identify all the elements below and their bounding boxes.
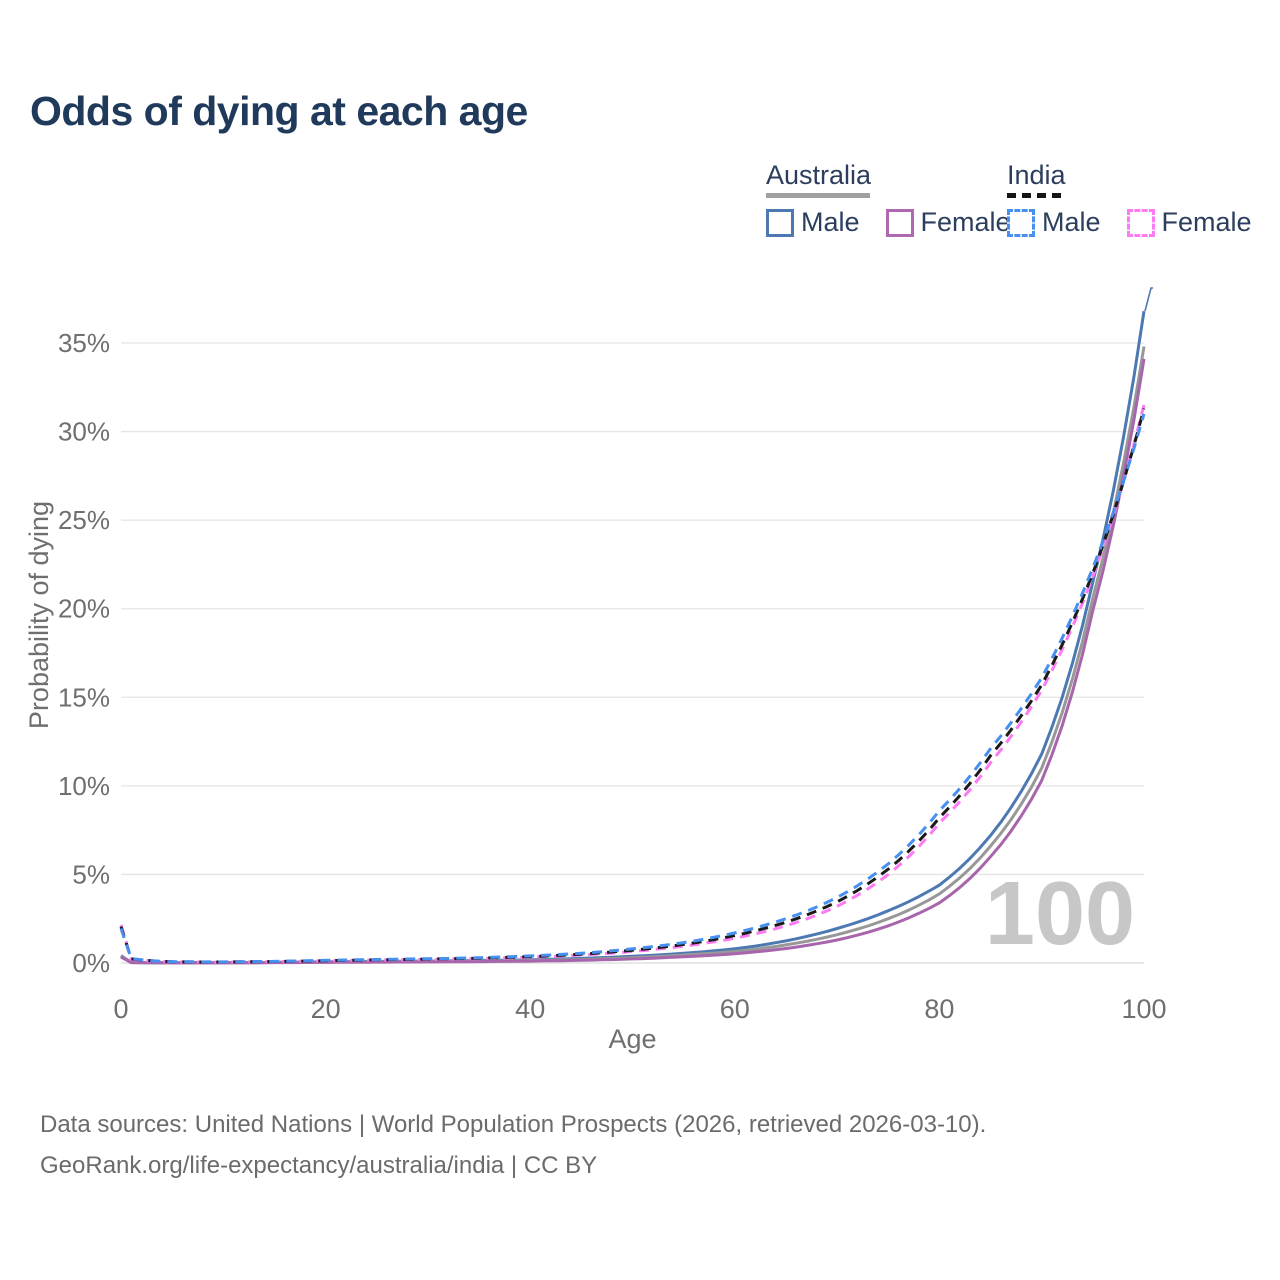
y-tick-label-25: 25% xyxy=(58,505,110,535)
india-dashed-line-key-icon xyxy=(1007,193,1065,198)
x-tick-label-80: 80 xyxy=(924,994,954,1024)
data-source-line: Data sources: United Nations | World Pop… xyxy=(40,1111,987,1138)
series-line-india-male[interactable] xyxy=(119,413,1146,964)
legend-row-india: Male Female xyxy=(1007,207,1252,238)
legend-group-india: India Male Female xyxy=(1007,160,1252,238)
legend-country-australia-label: Australia xyxy=(766,160,872,190)
x-tick-label-40: 40 xyxy=(515,994,545,1024)
y-tick-label-20: 20% xyxy=(58,594,110,624)
india-female-swatch-icon xyxy=(1126,208,1155,237)
y-tick-label-30: 30% xyxy=(58,417,110,447)
legend-label-australia-male: Male xyxy=(801,207,860,237)
australia-male-swatch-icon xyxy=(766,208,794,237)
x-tick-label-20: 20 xyxy=(311,994,341,1024)
age-watermark: 100 xyxy=(985,864,1135,964)
y-tick-label-10: 10% xyxy=(58,771,110,801)
legend-entry-australia-female[interactable]: Female xyxy=(885,207,1011,238)
australia-solid-line-key-icon xyxy=(766,193,870,198)
legend-label-australia-female: Female xyxy=(920,207,1011,237)
y-tick-label-15: 15% xyxy=(58,682,110,712)
legend-entry-india-female[interactable]: Female xyxy=(1126,207,1252,238)
legend-entry-india-male[interactable]: Male xyxy=(1007,207,1101,238)
end-label-connector-australia-male xyxy=(1144,287,1153,312)
legend-entry-australia-male[interactable]: Male xyxy=(766,207,860,238)
y-tick-label-0: 0% xyxy=(72,948,110,978)
india-male-swatch-icon xyxy=(1007,208,1035,237)
y-axis-label: Probability of dying xyxy=(24,501,54,729)
australia-female-swatch-icon xyxy=(885,208,914,237)
legend-country-india-label: India xyxy=(1007,160,1066,190)
x-axis-label: Age xyxy=(608,1024,656,1054)
x-tick-label-0: 0 xyxy=(113,994,128,1024)
x-tick-label-60: 60 xyxy=(720,994,750,1024)
legend-row-australia: Male Female xyxy=(766,207,1011,238)
source-attribution: Data sources: United Nations | World Pop… xyxy=(40,1104,986,1186)
legend-group-australia: Australia Male Female xyxy=(766,160,1011,238)
legend-label-india-female: Female xyxy=(1161,207,1252,237)
legend-label-india-male: Male xyxy=(1042,207,1101,237)
page-title: Odds of dying at each age xyxy=(30,88,528,134)
legend-country-australia[interactable]: Australia xyxy=(766,160,1011,198)
y-tick-label-35: 35% xyxy=(58,328,110,358)
x-tick-label-100: 100 xyxy=(1121,994,1166,1024)
legend-country-india[interactable]: India xyxy=(1007,160,1252,198)
license-line: GeoRank.org/life-expectancy/australia/in… xyxy=(40,1152,598,1179)
y-tick-label-5: 5% xyxy=(72,859,110,889)
